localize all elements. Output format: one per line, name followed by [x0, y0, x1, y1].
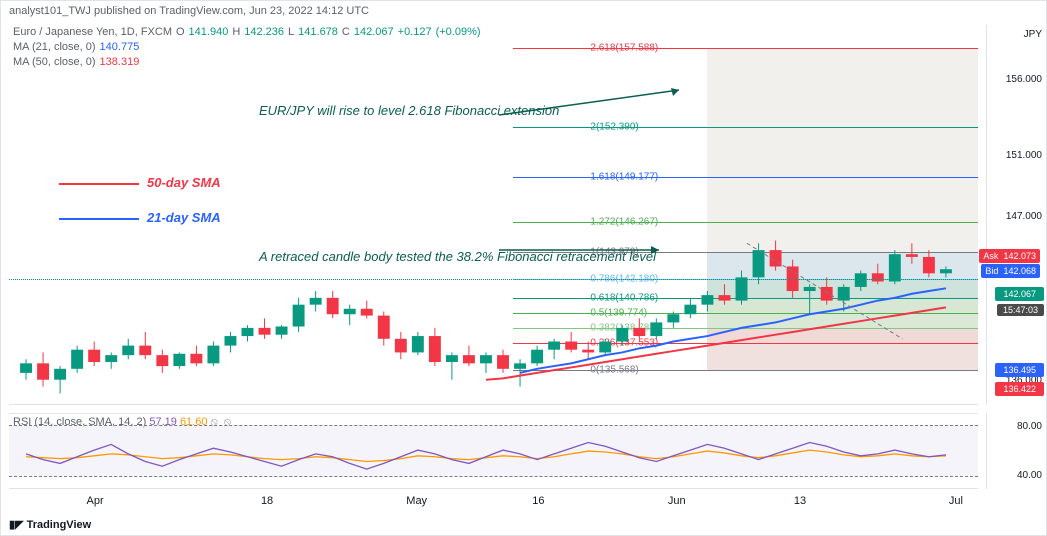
x-tick: Jul — [949, 495, 963, 507]
annotation-2: A retraced candle body tested the 38.2% … — [259, 249, 656, 265]
fib-line — [513, 328, 978, 329]
symbol-name: Euro / Japanese Yen, 1D, FXCM — [13, 25, 172, 40]
fib-line — [513, 343, 978, 344]
fib-shade — [707, 328, 978, 343]
fib-shade — [707, 279, 978, 298]
x-tick: 16 — [532, 495, 544, 507]
chart-legend: Euro / Japanese Yen, 1D, FXCM O141.940 H… — [13, 25, 481, 70]
fib-line — [513, 298, 978, 299]
ma21-value: 140.775 — [100, 40, 140, 55]
ma21-label: MA (21, close, 0) — [13, 40, 96, 55]
fib-label: 0.382(138.781) — [590, 323, 658, 334]
x-tick: 13 — [794, 495, 806, 507]
bid-tag: Bid 142.068 — [981, 264, 1040, 278]
ma50-tag: 136.422 — [995, 382, 1044, 396]
fib-label: 0.236(137.553) — [590, 338, 658, 349]
x-tick: 18 — [261, 495, 273, 507]
ask-tag: Ask 142.073 — [979, 249, 1040, 263]
fib-line — [513, 370, 978, 371]
ohlc-open: 141.940 — [189, 25, 229, 40]
ohlc-low: 141.678 — [298, 25, 338, 40]
sma21-annotation: 21-day SMA — [59, 210, 221, 225]
price-axis[interactable]: JPY 156.000151.000147.000136.000 Ask 142… — [986, 25, 1046, 405]
fib-shade — [707, 343, 978, 370]
fib-label: 2.618(157.588) — [590, 42, 658, 53]
fib-line — [513, 177, 978, 178]
countdown-tag: 15:47:03 — [997, 304, 1044, 316]
tradingview-logo[interactable]: ▮◤ TradingView — [9, 518, 91, 531]
y-tick: 156.000 — [1006, 74, 1042, 85]
price-chart[interactable]: 2.618(157.588) 2(152.390) 1.618(149.177) 1.… — [9, 25, 978, 405]
rsi-panel[interactable]: RSI (14, close, SMA, 14, 2) 57.19 61.60 … — [9, 413, 978, 489]
sma50-annotation: 50-day SMA — [59, 175, 221, 190]
annotation-1: EUR/JPY will rise to level 2.618 Fibonac… — [259, 103, 559, 119]
close-tag: 142.067 — [995, 287, 1044, 301]
time-axis[interactable]: Apr 18 May 16 Jun 13 Jul — [9, 493, 978, 511]
fib-shade — [707, 298, 978, 313]
ma21-tag: 136.495 — [995, 363, 1044, 377]
ma50-value: 138.319 — [100, 55, 140, 70]
y-tick: 151.000 — [1006, 150, 1042, 161]
fib-label: 0.618(140.786) — [590, 292, 658, 303]
publish-verb: published on — [94, 5, 156, 17]
x-tick: May — [406, 495, 427, 507]
timestamp: Jun 23, 2022 14:12 UTC — [249, 5, 369, 17]
fib-line — [513, 222, 978, 223]
ohlc-chg: +0.127 — [398, 25, 432, 40]
fib-line — [513, 313, 978, 314]
fib-shade — [707, 313, 978, 328]
y-tick: 147.000 — [1006, 211, 1042, 222]
ohlc-high: 142.236 — [244, 25, 284, 40]
fib-line — [513, 127, 978, 128]
fib-shade — [707, 252, 978, 279]
fib-line — [513, 48, 978, 49]
ma50-label: MA (50, close, 0) — [13, 55, 96, 70]
platform: TradingView.com, — [159, 5, 246, 17]
rsi-axis: 80.00 40.00 — [986, 413, 1046, 489]
fib-label: 0(135.568) — [590, 364, 638, 375]
ohlc-close: 142.067 — [354, 25, 394, 40]
chart-header: analyst101_TWJ published on TradingView.… — [1, 1, 1046, 21]
ohlc-pct: (+0.09%) — [436, 25, 481, 40]
x-tick: Jun — [668, 495, 686, 507]
fib-label: 1.272(146.267) — [590, 217, 658, 228]
fib-label: 2(152.390) — [590, 122, 638, 133]
author: analyst101_TWJ — [9, 5, 91, 17]
fib-label: 0.5(139.774) — [590, 308, 647, 319]
currency-label: JPY — [1024, 29, 1042, 40]
x-tick: Apr — [87, 495, 104, 507]
fib-label: 1.618(149.177) — [590, 171, 658, 182]
